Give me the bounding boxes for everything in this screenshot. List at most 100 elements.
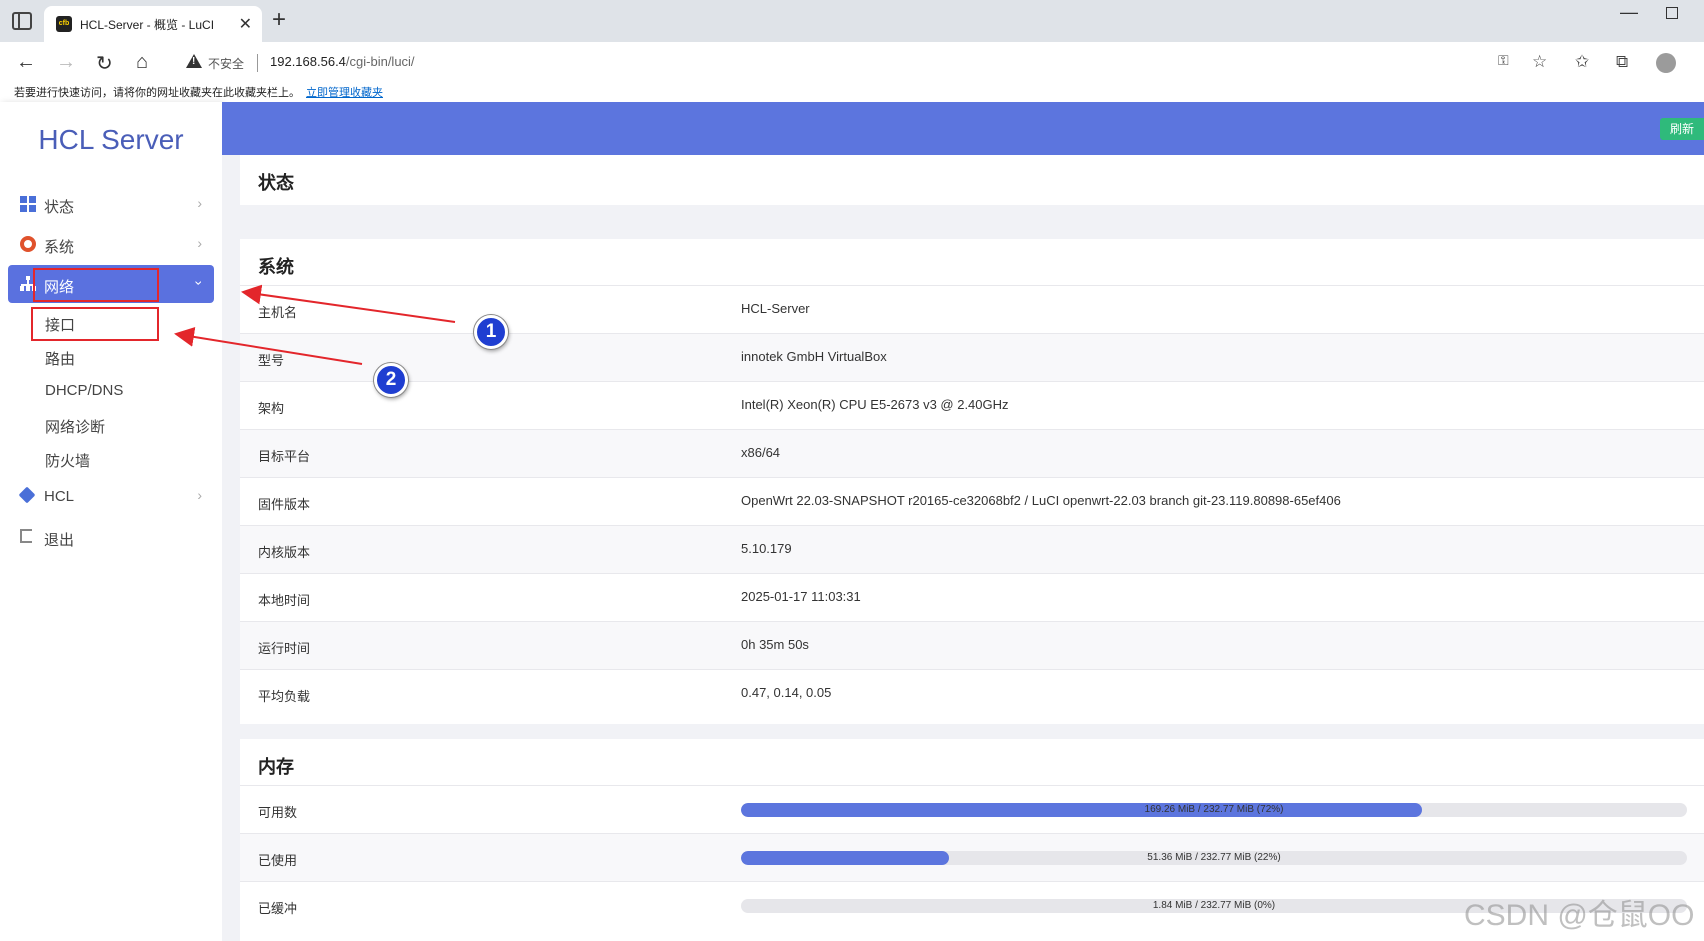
manage-favorites-link[interactable]: 立即管理收藏夹 <box>306 87 383 99</box>
row-value: innotek GmbH VirtualBox <box>741 349 887 364</box>
sidebar-item-label: HCL <box>44 488 75 505</box>
security-label[interactable]: 不安全 <box>208 57 245 71</box>
table-row: 型号 innotek GmbH VirtualBox <box>240 333 1704 381</box>
table-row: 本地时间 2025-01-17 11:03:31 <box>240 573 1704 621</box>
highlight-box-network <box>33 268 159 302</box>
sidebar-item-label: 系统 <box>44 239 75 256</box>
progress-text: 169.26 MiB / 232.77 MiB (72%) <box>1144 804 1284 815</box>
forward-icon[interactable]: → <box>56 51 76 73</box>
favicon-icon: cfb <box>56 16 72 32</box>
sidebar-item-network[interactable]: 网络 › <box>8 265 214 303</box>
sidebar-item-system[interactable]: 系统 › <box>8 225 214 263</box>
sidebar-item-logout[interactable]: 退出 <box>8 518 214 556</box>
row-label: 目标平台 <box>258 449 311 464</box>
table-row: 固件版本 OpenWrt 22.03-SNAPSHOT r20165-ce3206… <box>240 477 1704 525</box>
address-separator <box>257 54 258 72</box>
sidebar-item-hcl[interactable]: HCL › <box>8 477 214 515</box>
address-bar: ← → ↻ ⌂ 不安全 192.168.56.4/cgi-bin/luci/ ⚿… <box>0 42 1704 84</box>
page-title-card: 状态 <box>240 155 1704 205</box>
tab-actions-icon[interactable] <box>12 12 32 30</box>
table-row: 目标平台 x86/64 <box>240 429 1704 477</box>
highlight-box-interfaces <box>31 307 159 341</box>
cube-icon-wrapper <box>18 486 36 504</box>
logout-icon <box>20 529 32 543</box>
step-badge-1: 1 <box>474 315 508 349</box>
memory-card: 内存 可用数 169.26 MiB / 232.77 MiB (72%) 已使用… <box>240 739 1704 941</box>
close-tab-icon[interactable]: ✕ <box>238 16 252 33</box>
header-bar <box>222 102 1704 155</box>
browser-tab-strip: cfb HCL-Server - 概览 - LuCI ✕ + — <box>0 0 1704 42</box>
page-title: 状态 <box>258 173 294 193</box>
row-label: 已缓冲 <box>258 901 298 916</box>
refresh-button[interactable]: 刷新 <box>1660 118 1704 140</box>
gear-icon <box>20 236 36 252</box>
new-tab-icon[interactable]: + <box>272 6 287 33</box>
memory-title: 内存 <box>258 757 294 777</box>
sidebar: HCL Server 状态 › 系统 › 网络 › 接口 路由 DHCP/DNS… <box>0 102 222 941</box>
row-value: 5.10.179 <box>741 541 792 556</box>
reload-icon[interactable]: ↻ <box>96 53 113 75</box>
watermark: CSDN @仓鼠OO <box>1464 899 1695 932</box>
progress-bar: 169.26 MiB / 232.77 MiB (72%) <box>741 803 1687 817</box>
sidebar-item-label: 网络 <box>44 279 75 296</box>
row-value: OpenWrt 22.03-SNAPSHOT r20165-ce32068bf2… <box>741 493 1341 508</box>
row-label: 运行时间 <box>258 641 311 656</box>
row-label: 可用数 <box>258 805 298 820</box>
favorites-bar: 若要进行快速访问，请将你的网址收藏夹在此收藏夹栏上。 立即管理收藏夹 <box>0 84 1704 102</box>
sidebar-item-label: 状态 <box>44 199 75 216</box>
add-favorite-icon[interactable]: ☆ <box>1532 52 1548 71</box>
cube-icon <box>18 486 36 504</box>
chevron-right-icon: › <box>197 487 202 503</box>
chevron-right-icon: › <box>197 235 202 251</box>
table-row: 运行时间 0h 35m 50s <box>240 621 1704 669</box>
row-value: 0.47, 0.14, 0.05 <box>741 685 832 700</box>
table-row: 已使用 51.36 MiB / 232.77 MiB (22%) <box>240 833 1704 881</box>
sidebar-item-status[interactable]: 状态 › <box>8 185 214 223</box>
home-icon[interactable]: ⌂ <box>136 51 149 73</box>
sidebar-subitem-firewall[interactable]: 防火墙 <box>45 453 91 470</box>
table-row: 已缓冲 1.84 MiB / 232.77 MiB (0%) <box>240 881 1704 929</box>
profile-avatar[interactable] <box>1656 53 1676 73</box>
row-label: 主机名 <box>258 305 298 320</box>
brand-logo[interactable]: HCL Server <box>38 124 184 155</box>
system-title: 系统 <box>258 257 294 277</box>
sidebar-subitem-diagnostics[interactable]: 网络诊断 <box>45 419 106 436</box>
row-value: x86/64 <box>741 445 781 460</box>
chevron-right-icon: › <box>197 195 202 211</box>
sidebar-item-label: 退出 <box>44 532 75 549</box>
row-label: 内核版本 <box>258 545 311 560</box>
favorites-icon[interactable]: ✩ <box>1575 52 1590 71</box>
url-host: 192.168.56.4 <box>270 54 346 69</box>
back-icon[interactable]: ← <box>16 51 36 73</box>
dashboard-icon <box>20 196 36 212</box>
warning-icon[interactable] <box>186 54 202 68</box>
step-badge-2: 2 <box>374 363 408 397</box>
sidebar-subitem-dhcp-dns[interactable]: DHCP/DNS <box>45 382 124 399</box>
progress-fill <box>741 803 1423 817</box>
main-content: 状态 系统 主机名 HCL-Server 型号 innotek GmbH Virtu… <box>222 155 1704 941</box>
key-icon[interactable]: ⚿ <box>1498 52 1509 68</box>
row-label: 型号 <box>258 353 285 368</box>
row-label: 已使用 <box>258 853 298 868</box>
row-label: 架构 <box>258 401 285 416</box>
minimize-icon[interactable]: — <box>1620 2 1638 22</box>
progress-text: 1.84 MiB / 232.77 MiB (0%) <box>1152 900 1276 911</box>
progress-bar: 1.84 MiB / 232.77 MiB (0%) <box>741 899 1687 913</box>
maximize-icon[interactable] <box>1666 7 1678 19</box>
row-label: 平均负载 <box>258 689 311 704</box>
row-value: Intel(R) Xeon(R) CPU E5-2673 v3 @ 2.40GH… <box>741 397 1009 412</box>
chevron-down-icon: › <box>191 280 208 286</box>
row-value: 0h 35m 50s <box>741 637 809 652</box>
table-row: 内核版本 5.10.179 <box>240 525 1704 573</box>
progress-text: 51.36 MiB / 232.77 MiB (22%) <box>1147 852 1281 863</box>
browser-tab[interactable]: cfb HCL-Server - 概览 - LuCI ✕ <box>44 6 262 42</box>
collections-icon[interactable]: ⧉ <box>1616 52 1629 71</box>
row-value: 2025-01-17 11:03:31 <box>741 589 861 604</box>
row-label: 本地时间 <box>258 593 311 608</box>
url-input[interactable]: 192.168.56.4/cgi-bin/luci/ <box>270 54 415 69</box>
sidebar-subitem-interfaces[interactable]: 接口 <box>45 317 76 334</box>
logout-icon-wrapper <box>20 529 36 545</box>
favbar-message: 若要进行快速访问，请将你的网址收藏夹在此收藏夹栏上。 <box>14 87 300 99</box>
sidebar-subitem-routes[interactable]: 路由 <box>45 351 76 368</box>
table-row: 平均负载 0.47, 0.14, 0.05 <box>240 669 1704 717</box>
